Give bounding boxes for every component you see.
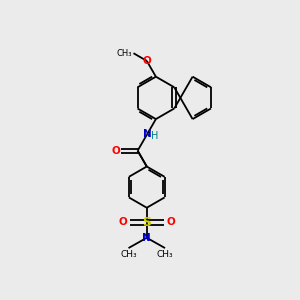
Text: N: N	[143, 129, 152, 139]
Text: O: O	[142, 56, 151, 66]
Text: CH₃: CH₃	[116, 49, 132, 58]
Text: O: O	[112, 146, 120, 156]
Text: O: O	[118, 218, 127, 227]
Text: CH₃: CH₃	[120, 250, 137, 260]
Text: CH₃: CH₃	[157, 250, 173, 260]
Text: N: N	[142, 233, 151, 243]
Text: O: O	[166, 218, 175, 227]
Text: H: H	[151, 131, 159, 141]
Text: S: S	[142, 216, 151, 229]
